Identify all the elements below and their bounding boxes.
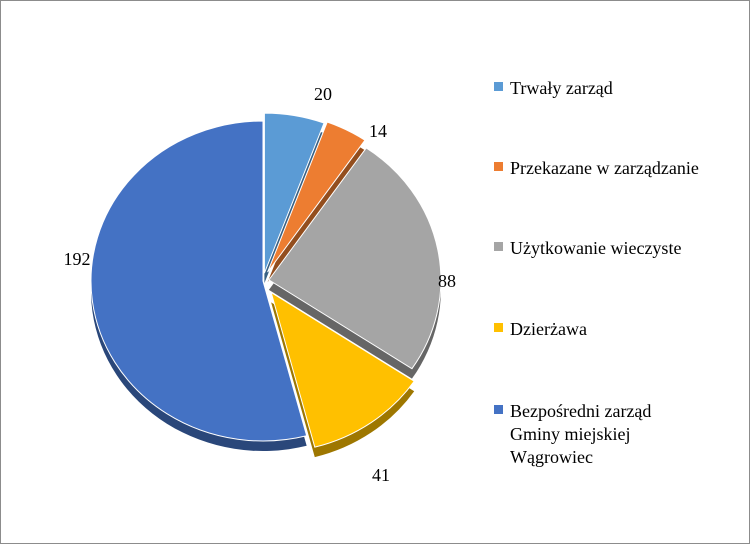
legend-label: Bezpośredni zarząd Gminy miejskiej Wągro… — [510, 401, 652, 467]
legend-swatch — [494, 323, 503, 332]
legend-swatch — [494, 242, 503, 251]
data-label: 14 — [369, 121, 387, 141]
pie-slice-4 — [90, 120, 308, 442]
data-label: 192 — [64, 249, 91, 269]
pie-slice-3 — [270, 291, 415, 448]
data-label: 88 — [438, 271, 456, 291]
legend-label: Przekazane w zarządzanie — [510, 158, 699, 178]
legend-swatch — [494, 82, 503, 91]
legend-label: Trwały zarząd — [510, 78, 613, 98]
legend-swatch — [494, 405, 503, 414]
pie-slice-1 — [267, 121, 366, 273]
data-label: 41 — [372, 465, 390, 485]
pie-slice-2 — [268, 147, 442, 370]
legend-swatch — [494, 162, 503, 171]
pie-slice-0 — [263, 112, 325, 274]
legend-label: Dzierżawa — [510, 319, 587, 339]
data-label: 20 — [314, 84, 332, 104]
legend-label: Użytkowanie wieczyste — [510, 238, 682, 258]
